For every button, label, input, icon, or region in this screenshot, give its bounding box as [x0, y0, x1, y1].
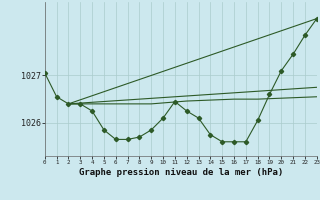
X-axis label: Graphe pression niveau de la mer (hPa): Graphe pression niveau de la mer (hPa): [79, 168, 283, 177]
